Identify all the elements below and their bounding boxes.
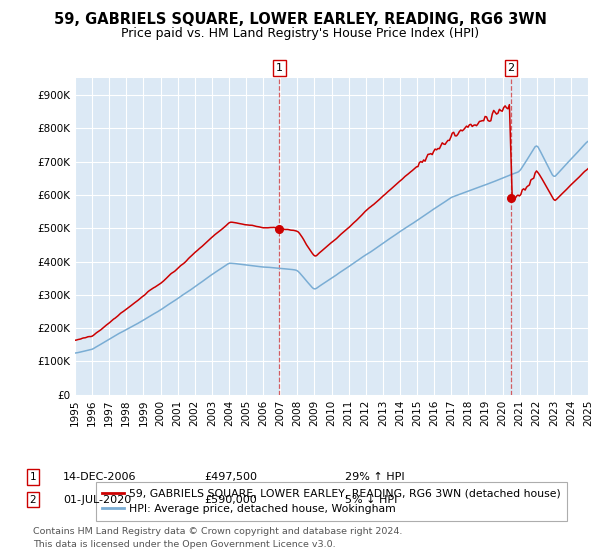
Text: 14-DEC-2006: 14-DEC-2006 (63, 472, 137, 482)
Text: 1: 1 (276, 63, 283, 73)
Text: 01-JUL-2020: 01-JUL-2020 (63, 494, 131, 505)
Text: 5% ↓ HPI: 5% ↓ HPI (345, 494, 397, 505)
Text: £497,500: £497,500 (204, 472, 257, 482)
Legend: 59, GABRIELS SQUARE, LOWER EARLEY, READING, RG6 3WN (detached house), HPI: Avera: 59, GABRIELS SQUARE, LOWER EARLEY, READI… (95, 482, 568, 521)
Text: £590,000: £590,000 (204, 494, 257, 505)
Text: 2: 2 (29, 494, 37, 505)
Text: 29% ↑ HPI: 29% ↑ HPI (345, 472, 404, 482)
Text: Contains HM Land Registry data © Crown copyright and database right 2024.
This d: Contains HM Land Registry data © Crown c… (33, 526, 403, 549)
Text: 59, GABRIELS SQUARE, LOWER EARLEY, READING, RG6 3WN: 59, GABRIELS SQUARE, LOWER EARLEY, READI… (53, 12, 547, 27)
Text: 1: 1 (29, 472, 37, 482)
Text: 2: 2 (508, 63, 515, 73)
Text: Price paid vs. HM Land Registry's House Price Index (HPI): Price paid vs. HM Land Registry's House … (121, 27, 479, 40)
